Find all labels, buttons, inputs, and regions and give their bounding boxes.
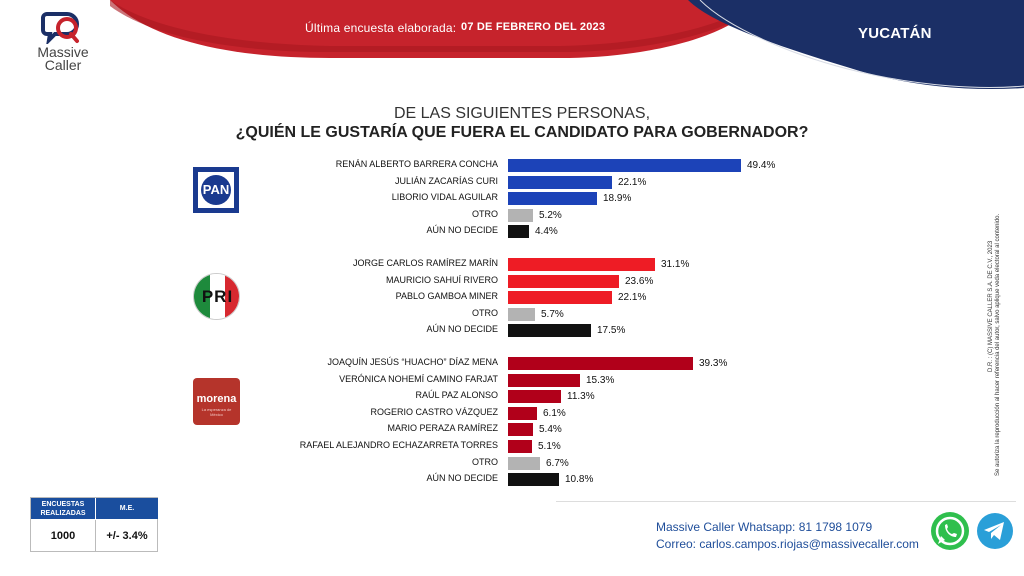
logo-text-line1: Massive	[37, 44, 89, 60]
row-label: JORGE CARLOS RAMÍREZ MARÍN	[352, 258, 498, 268]
header-blue-swoosh	[688, 0, 1024, 90]
pan-logo: PAN	[193, 167, 239, 213]
state-label: YUCATÁN	[858, 25, 932, 42]
morena-logo-subtext: La esperanza de México	[201, 407, 232, 417]
bar-morena	[508, 457, 540, 470]
telegram-icon[interactable]	[976, 512, 1014, 550]
bar-pan	[508, 209, 533, 222]
data-label: 5.4%	[539, 424, 562, 435]
bar-morena	[508, 473, 559, 486]
morena-logo-text: morena	[196, 393, 237, 405]
row-label: MARIO PERAZA RAMÍREZ	[387, 423, 498, 433]
data-label: 10.8%	[565, 474, 594, 485]
bar-morena	[508, 407, 537, 420]
row-label: RAFAEL ALEJANDRO ECHAZARRETA TORRES	[299, 440, 498, 450]
bar-morena	[508, 357, 693, 370]
data-label: 22.1%	[618, 177, 647, 188]
bar-morena	[508, 390, 561, 403]
massive-caller-logo: Massive Caller	[26, 10, 100, 76]
logo-mark-icon	[41, 12, 79, 44]
row-label: OTRO	[472, 209, 498, 219]
legal-notice: D.R. : (C) MASSIVE CALLER S.A. DE C.V., …	[988, 118, 1002, 478]
survey-date-label: Última encuesta elaborada:	[305, 21, 457, 35]
chart-title: ¿QUIÉN LE GUSTARÍA QUE FUERA EL CANDIDAT…	[235, 124, 809, 141]
question-line1: DE LAS SIGUIENTES PERSONAS,	[393, 105, 651, 122]
row-label: AÚN NO DECIDE	[426, 324, 498, 334]
encuestas-header: ENCUESTAS REALIZADAS	[31, 498, 95, 519]
legal-copyright: D.R. : (C) MASSIVE CALLER S.A. DE C.V., …	[988, 240, 994, 372]
bar-morena	[508, 440, 532, 453]
data-label: 18.9%	[603, 193, 632, 204]
bar-pan	[508, 192, 597, 205]
margin-error-header: M.E.	[95, 498, 158, 519]
bar-pan	[508, 159, 741, 172]
data-label: 6.7%	[546, 458, 569, 469]
bar-pan	[508, 225, 529, 238]
header-blue-line	[699, 0, 1024, 88]
pri-logo: PRI	[193, 273, 240, 320]
data-label: 4.4%	[535, 226, 558, 237]
logo-text-line2: Caller	[44, 57, 82, 73]
bar-pri	[508, 275, 619, 288]
footer-divider	[556, 501, 1016, 502]
data-label: 5.1%	[538, 441, 561, 452]
morena-logo: morena La esperanza de México	[193, 378, 240, 425]
bar-pri	[508, 258, 655, 271]
data-label: 15.3%	[586, 375, 615, 386]
row-label: RAÚL PAZ ALONSO	[415, 390, 498, 400]
data-label: 5.7%	[541, 309, 564, 320]
row-label: JOAQUÍN JESÚS “HUACHO” DÍAZ MENA	[327, 357, 498, 367]
bar-morena	[508, 423, 533, 436]
bar-pri	[508, 291, 612, 304]
pri-logo-text: PRI	[201, 287, 234, 306]
bar-pri	[508, 324, 591, 337]
whatsapp-contact[interactable]: Massive Caller Whatsapp: 81 1798 1079	[656, 520, 873, 534]
row-label: RENÁN ALBERTO BARRERA CONCHA	[335, 159, 498, 169]
legal-reproduction-notice: Se autoriza la reproducción al hacer ref…	[995, 213, 1001, 476]
data-label: 39.3%	[699, 358, 728, 369]
row-label: VERÓNICA NOHEMÍ CAMINO FARJAT	[339, 374, 498, 384]
survey-date-value: 07 DE FEBRERO DEL 2023	[461, 21, 606, 33]
bar-pri	[508, 308, 535, 321]
data-label: 5.2%	[539, 210, 562, 221]
data-label: 49.4%	[747, 160, 776, 171]
data-label: 17.5%	[597, 325, 626, 336]
row-label: MAURICIO SAHUÍ RIVERO	[385, 275, 498, 285]
data-label: 6.1%	[543, 408, 566, 419]
pan-logo-text: PAN	[201, 175, 231, 205]
email-contact[interactable]: Correo: carlos.campos.riojas@massivecall…	[656, 537, 919, 551]
data-label: 23.6%	[625, 276, 654, 287]
row-label: LIBORIO VIDAL AGUILAR	[391, 192, 498, 202]
row-label: OTRO	[472, 308, 498, 318]
data-label: 31.1%	[661, 259, 690, 270]
bar-morena	[508, 374, 580, 387]
data-label: 11.3%	[567, 391, 595, 402]
margin-error-value: +/- 3.4%	[95, 520, 158, 552]
row-label: AÚN NO DECIDE	[426, 225, 498, 235]
row-label: AÚN NO DECIDE	[426, 473, 498, 483]
sample-info-table: ENCUESTAS REALIZADAS M.E. 1000 +/- 3.4%	[30, 497, 158, 552]
row-label: JULIÁN ZACARÍAS CURI	[394, 176, 498, 186]
data-label: 22.1%	[618, 292, 647, 303]
whatsapp-icon[interactable]	[929, 510, 971, 552]
row-label: ROGERIO CASTRO VÁZQUEZ	[370, 407, 498, 417]
row-label: PABLO GAMBOA MINER	[395, 291, 498, 301]
row-label: OTRO	[472, 457, 498, 467]
bar-pan	[508, 176, 612, 189]
header-banner	[110, 0, 1024, 90]
encuestas-value: 1000	[50, 530, 76, 542]
